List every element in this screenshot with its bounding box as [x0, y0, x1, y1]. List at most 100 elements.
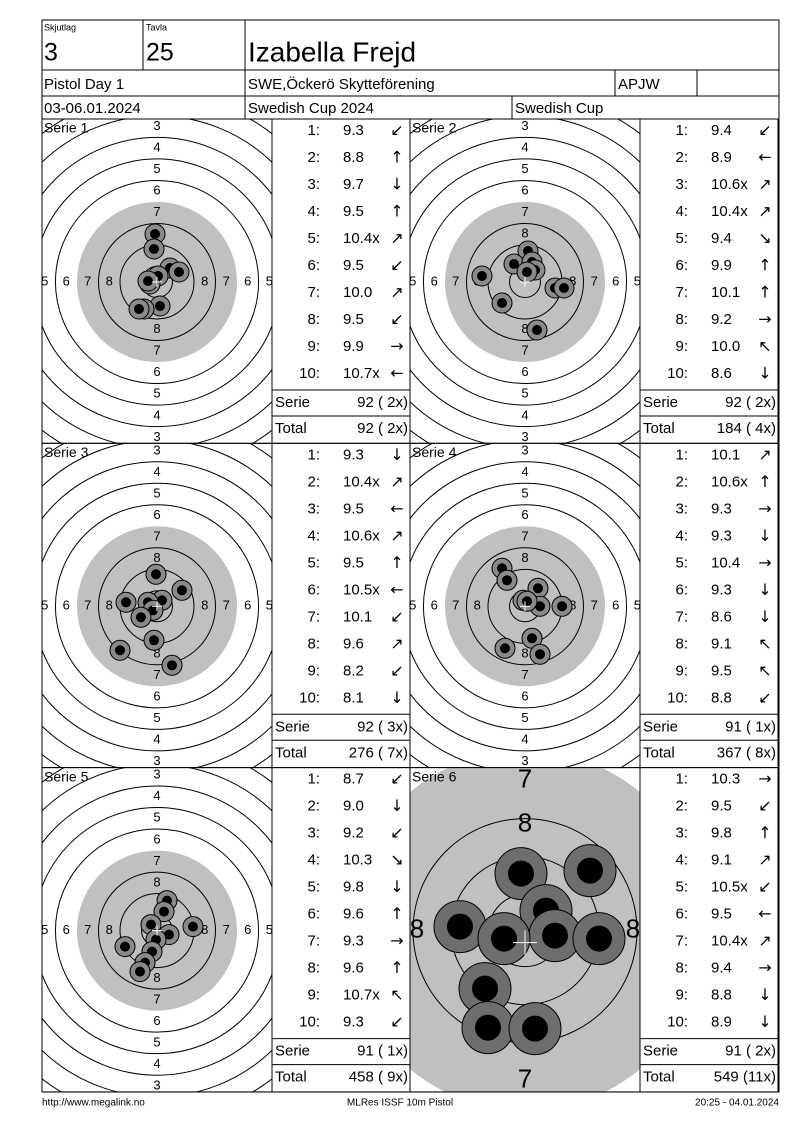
ring-label: 8 — [518, 807, 532, 837]
shot-centre — [577, 857, 603, 884]
shot-centre — [527, 633, 537, 644]
ring — [54, 504, 260, 709]
shot-centre — [509, 259, 519, 269]
ring-label: 6 — [153, 183, 160, 198]
ring-label: 8 — [521, 321, 528, 336]
serie-label: Serie — [275, 718, 310, 735]
shot-score: 9.5 — [343, 554, 364, 571]
shot-score: 9.5 — [711, 662, 732, 679]
shot-number: 9: — [307, 338, 320, 355]
shot-direction: ↓ — [758, 526, 771, 545]
shot-direction: ↓ — [390, 688, 403, 707]
shot-score: 9.6 — [343, 960, 364, 977]
ring — [97, 871, 217, 990]
shot-centre — [497, 298, 507, 308]
ring-label: 8 — [626, 913, 640, 943]
ring-label: 5 — [521, 386, 528, 401]
ring — [410, 461, 640, 752]
shot-number: 9: — [675, 987, 688, 1004]
footer-software: MLRes ISSF 10m Pistol — [347, 1098, 453, 1109]
ring-label: 7 — [153, 204, 160, 219]
shot-number: 1: — [675, 771, 688, 788]
shot-centre — [155, 301, 165, 311]
shot-number: 4: — [675, 527, 688, 544]
serie-title: Serie 1 — [44, 120, 89, 136]
shot-score: 9.3 — [711, 581, 732, 598]
shot-number: 8: — [307, 311, 320, 328]
ring-label: 7 — [223, 273, 230, 288]
ring-label: 6 — [153, 1013, 160, 1028]
shot-score: 8.8 — [343, 149, 364, 166]
ring-label: 3 — [521, 118, 528, 133]
ring-label: 5 — [266, 922, 273, 937]
shot-number: 10: — [299, 1014, 320, 1031]
ring-label: 7 — [591, 273, 598, 288]
shot-number: 9: — [307, 662, 320, 679]
shot-score: 10.3 — [711, 771, 740, 788]
ring-label: 6 — [63, 273, 70, 288]
shot-number: 6: — [307, 257, 320, 274]
ring-label: 7 — [84, 273, 91, 288]
ring-label: 5 — [41, 598, 48, 613]
shot-score: 9.1 — [711, 852, 732, 869]
shot-score: 10.4 — [711, 554, 740, 571]
shot-score: 10.6x — [343, 527, 380, 544]
shot-direction: ↙ — [390, 607, 403, 626]
ring — [410, 482, 640, 730]
shot-score: 8.8 — [711, 987, 732, 1004]
shot-centre — [148, 605, 158, 616]
panels: 333344445555666677778888Serie 11:9.3↙2:8… — [41, 118, 779, 1093]
ring-label: 7 — [153, 667, 160, 682]
shot-direction: ↙ — [390, 1012, 403, 1031]
ring-label: 6 — [431, 598, 438, 613]
shot-direction: ↖ — [390, 985, 403, 1004]
target: 8 8 8 7 7 — [410, 763, 640, 1092]
shot-direction: → — [390, 337, 403, 356]
shot-score: 9.3 — [711, 500, 732, 517]
ring-label: 5 — [521, 161, 528, 176]
shot-direction: ↖ — [758, 634, 771, 653]
ring-label: 5 — [153, 485, 160, 500]
target: 333344445555666677778888 — [410, 443, 641, 768]
shot-direction: ← — [758, 148, 771, 167]
shot-score: 9.5 — [343, 311, 364, 328]
ring — [42, 785, 272, 1076]
shot-direction: ← — [390, 364, 403, 383]
shot-number: 2: — [307, 798, 320, 815]
serie-title: Serie 5 — [44, 768, 89, 784]
shot-direction: ↗ — [390, 526, 403, 545]
shot-score: 8.2 — [343, 662, 364, 679]
shot-direction: ↙ — [390, 256, 403, 275]
serie-label: Serie — [643, 718, 678, 735]
total-label: Total — [275, 1069, 307, 1086]
ring-label: 7 — [153, 343, 160, 358]
shot-centre — [535, 601, 545, 612]
shot-centre — [472, 975, 498, 1002]
shot-number: 5: — [675, 554, 688, 571]
ring-label: 4 — [153, 464, 160, 479]
ring-label: 6 — [521, 364, 528, 379]
ring-label: 6 — [153, 689, 160, 704]
shot-score: 9.8 — [343, 879, 364, 896]
ring-label: 5 — [153, 1034, 160, 1049]
shot-direction: → — [758, 499, 771, 518]
shot-direction: ↘ — [390, 850, 403, 869]
ring-label: 5 — [634, 598, 641, 613]
shot-score: 9.2 — [711, 311, 732, 328]
ring-label: 7 — [518, 763, 532, 793]
frame — [41, 19, 780, 1093]
ring — [42, 482, 272, 730]
shot-number: 4: — [307, 527, 320, 544]
shot-number: 7: — [307, 284, 320, 301]
shot-number: 6: — [307, 581, 320, 598]
shot-centre — [135, 966, 145, 977]
ring — [42, 136, 272, 428]
shot-score: 10.4x — [343, 230, 380, 247]
shot-number: 8: — [675, 635, 688, 652]
ring-label: 8 — [521, 645, 528, 660]
shot-direction: ↘ — [758, 229, 771, 248]
shot-centre — [167, 660, 177, 671]
shot-direction: ↗ — [390, 283, 403, 302]
ring-label: 5 — [153, 386, 160, 401]
